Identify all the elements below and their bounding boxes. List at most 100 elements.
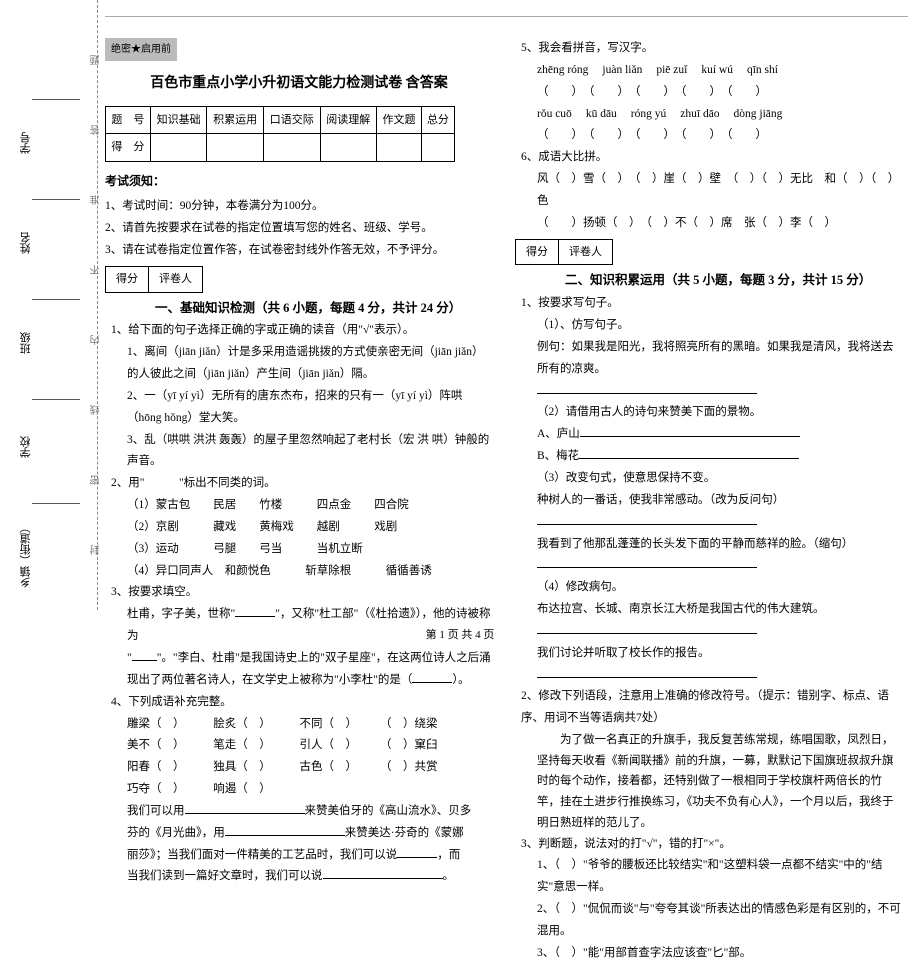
seal-mark: 封 (89, 545, 104, 555)
q3-l2c: ）。 (452, 674, 469, 686)
answer-line (579, 447, 799, 459)
answer-line (537, 513, 757, 525)
q5-l4b: 。 (443, 870, 455, 882)
blank (323, 867, 443, 879)
pinyin-brackets1: （ ） （ ） （ ） （ ） （ ） (537, 82, 903, 104)
s2-q1-d1: 布达拉宫、长城、南京长江大桥是我国古代的伟大建筑。 (537, 599, 903, 621)
pinyin: kū dāu (586, 104, 617, 126)
scorebox-right: 评卷人 (559, 240, 612, 265)
s2-q2-stem: 2、修改下列语段，注意用上准确的修改符号。（提示：错别字、标点、语序、用词不当等… (521, 686, 903, 730)
pinyin: róng yú (631, 104, 666, 126)
q5-l2a: 芬的《月光曲》，用 (127, 827, 225, 839)
score-th: 积累运用 (207, 106, 264, 134)
score-cell (150, 134, 207, 162)
binding-field-school: 学校 (18, 436, 34, 458)
q4-r3: 阳春（ ） 独具（ ） 古色（ ） （ ）共赏 (127, 757, 493, 779)
score-th: 阅读理解 (320, 106, 377, 134)
seal-mark: 不 (89, 265, 104, 275)
binding-line (32, 99, 80, 100)
score-th: 题 号 (106, 106, 151, 134)
answer-line (537, 556, 757, 568)
s2-q1-d2: 我们讨论并听取了校长作的报告。 (537, 643, 903, 665)
q2-r3: （3）运动 弓腿 弓当 当机立断 (127, 539, 493, 561)
blank (412, 671, 452, 683)
q5-l1: 我们可以用 来赞美伯牙的《高山流水》、贝多 (127, 801, 493, 823)
score-th: 知识基础 (150, 106, 207, 134)
s2-q1-b1: A、庐山 (537, 424, 903, 446)
blank (185, 802, 305, 814)
q1-b: 2、一（yī yí yì）无所有的唐东杰布，招来的只有一（yī yí yì）阵哄… (127, 386, 493, 430)
section2-title: 二、知识积累运用（共 5 小题，每题 3 分，共计 15 分） (565, 269, 903, 293)
q5-l3a: 丽莎》；当我们面对一件精美的工艺品时，我们可以说 (127, 849, 397, 861)
answer-line (537, 382, 757, 394)
s2-q1-c: （3）改变句式，使意思保持不变。 (537, 468, 903, 490)
q1-stem: 1、给下面的句子选择正确的字或正确的读音（用"√"表示）。 (111, 320, 493, 342)
blank (132, 649, 157, 661)
score-cell (377, 134, 422, 162)
s2-q1-stem: 1、按要求写句子。 (521, 293, 903, 315)
page-footer: 第 1 页 共 4 页 (0, 626, 920, 642)
q5-l1b: 来赞美伯牙的《高山流水》、贝多 (305, 805, 472, 817)
q2-r1: （1）蒙古包 民居 竹楼 四点金 四合院 (127, 495, 493, 517)
binding-line (32, 399, 80, 400)
pinyin-row1: zhēng róng juàn liǎn piē zuǐ kuí wú qīn … (537, 60, 903, 82)
rule-item: 2、请首先按要求在试卷的指定位置填写您的姓名、班级、学号。 (105, 218, 493, 240)
binding-line (32, 503, 80, 504)
seal-mark: 准 (89, 195, 104, 205)
seal-mark: 内 (89, 335, 104, 345)
q5-l2: 芬的《月光曲》，用 来赞美达·芬奇的《蒙娜 (127, 823, 493, 845)
pinyin: dòng jiāng (734, 104, 783, 126)
q1-c: 3、乱（哄哄 洪洪 轰轰）的屋子里忽然响起了老村长（宏 洪 哄）钟般的声音。 (127, 430, 493, 474)
pinyin: kuí wú (701, 60, 733, 82)
s2-q1-d: （4）修改病句。 (537, 577, 903, 599)
r-q6-r2: （ ）扬顿（ ） （ ）不（ ）席 张（ ）李（ ） (537, 213, 903, 235)
q5-l2b: 来赞美达·芬奇的《蒙娜 (345, 827, 464, 839)
seal-mark: 线 (89, 405, 104, 415)
pinyin: zhuī dāo (680, 104, 719, 126)
s2-q2-para: 为了做一名真正的升旗手，我反复苦练常规，练唱国歌，凤烈日，坚持每天收看《新闻联播… (537, 730, 903, 833)
q2-r4: （4）异口同声人 和颜悦色 斩草除根 循循善诱 (127, 561, 493, 583)
exam-title: 百色市重点小学小升初语文能力检测试卷 含答案 (105, 71, 493, 98)
score-th: 总分 (421, 106, 454, 134)
s2-q1-c2: 我看到了他那乱蓬蓬的长头发下面的平静而慈祥的脸。（缩句） (537, 534, 903, 556)
blank (225, 824, 345, 836)
answer-line (537, 666, 757, 678)
q4-r1: 雕梁（ ） 脍炙（ ） 不同（ ） （ ）绕梁 (127, 714, 493, 736)
q4-r4: 巧夺（ ） 响遏（ ） (127, 779, 493, 801)
q5-l3: 丽莎》；当我们面对一件精美的工艺品时，我们可以说，而 (127, 845, 493, 867)
binding-field-id: 学号 (18, 132, 34, 154)
q2-stem: 2、用" "标出不同类的词。 (111, 473, 493, 495)
scorebox-right: 评卷人 (149, 267, 202, 292)
score-row-label: 得 分 (106, 134, 151, 162)
q5-l4: 当我们读到一篇好文章时，我们可以说 。 (127, 866, 493, 888)
s2-q1-c1: 种树人的一番话，使我非常感动。（改为反问句） (537, 490, 903, 512)
q3-line2: ""。"李白、杜甫"是我国诗史上的"双子星座"，在这两位诗人之后涌现出了两位著名… (127, 648, 493, 692)
page-content: 绝密★启用前 百色市重点小学小升初语文能力检测试卷 含答案 题 号 知识基础 积… (105, 0, 920, 965)
score-th: 口语交际 (263, 106, 320, 134)
score-box: 得分评卷人 (105, 266, 203, 293)
pinyin-brackets2: （ ） （ ） （ ） （ ） （ ） (537, 125, 903, 147)
score-box-2: 得分评卷人 (515, 239, 613, 266)
s2-q1-a: （1）、仿写句子。 (537, 315, 903, 337)
binding-margin: 乡镇（街道） 学校 班级 姓名 学号 封 密 线 内 不 准 答 题 (0, 0, 98, 610)
blank (235, 605, 275, 617)
section1-title: 一、基础知识检测（共 6 小题，每题 4 分，共计 24 分） (155, 297, 493, 321)
score-cell (207, 134, 264, 162)
q5-l4a: 当我们读到一篇好文章时，我们可以说 (127, 870, 323, 882)
column-left: 绝密★启用前 百色市重点小学小升初语文能力检测试卷 含答案 题 号 知识基础 积… (105, 38, 493, 965)
answer-line (580, 425, 800, 437)
q1-a: 1、离间（jiān jiǎn）计是多采用造谣挑拨的方式使亲密无间（jiān ji… (127, 342, 493, 386)
s2-q1-ex: 例句：如果我是阳光，我将照亮所有的黑暗。如果我是清风，我将送去所有的凉爽。 (537, 337, 903, 381)
score-table: 题 号 知识基础 积累运用 口语交际 阅读理解 作文题 总分 得 分 (105, 106, 455, 163)
instructions-title: 考试须知： (105, 170, 493, 193)
s2-q1-b2: B、梅花 (537, 446, 903, 468)
r-q6-r1: 风（ ）雪（ ） （ ）崖（ ）壁 （ ）（ ）无比 和（ ）（ ）色 (537, 169, 903, 213)
q3-stem: 3、按要求填空。 (111, 582, 493, 604)
q5-l1a: 我们可以用 (127, 805, 185, 817)
score-cell (263, 134, 320, 162)
blank (397, 846, 437, 858)
r-q6-stem: 6、成语大比拼。 (521, 147, 903, 169)
binding-field-township: 乡镇（街道） (18, 522, 34, 588)
seal-mark: 题 (89, 55, 104, 65)
page-top-rule (105, 16, 908, 17)
